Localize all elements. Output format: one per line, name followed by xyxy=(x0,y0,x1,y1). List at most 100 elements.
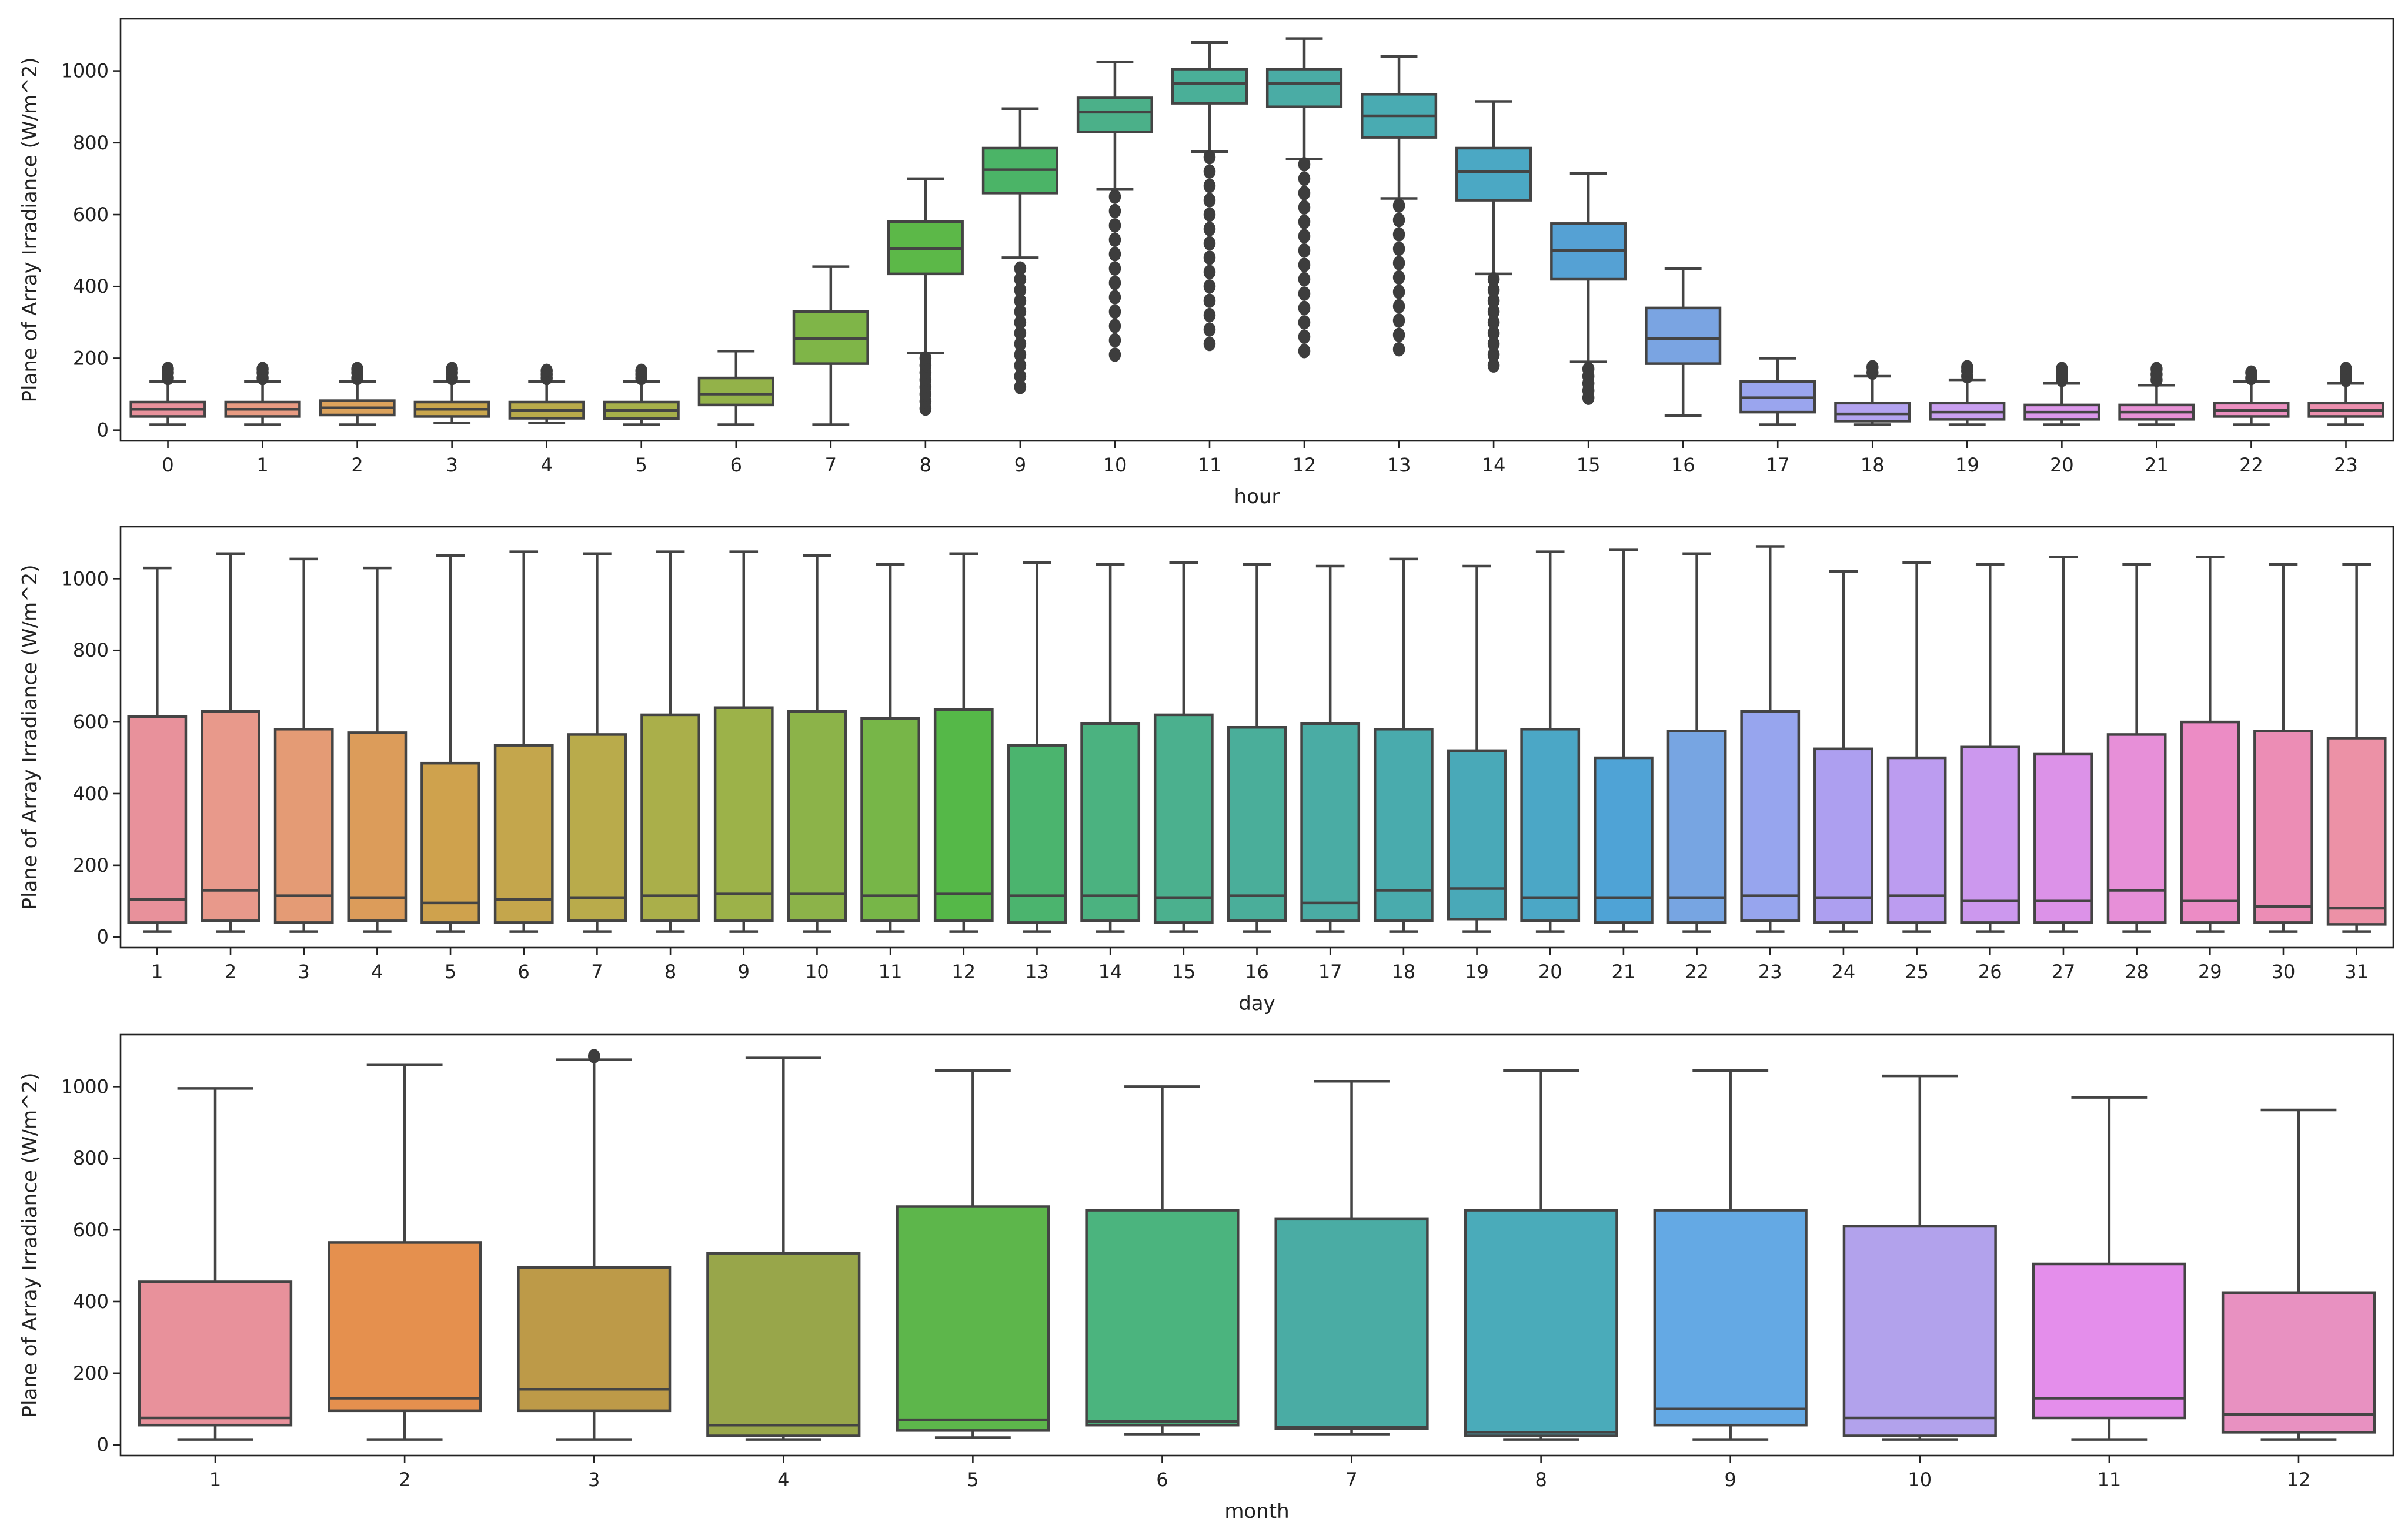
box-day-13 xyxy=(1007,561,1067,933)
box-month-6 xyxy=(1085,1085,1240,1436)
box-day-25 xyxy=(1886,561,1947,933)
x-tick-label: 14 xyxy=(1098,961,1123,983)
outlier-point xyxy=(1392,313,1405,328)
iqr-box xyxy=(1265,68,1343,108)
box-hour-6 xyxy=(697,349,774,426)
iqr-box xyxy=(420,761,480,924)
y-tick-label: 1000 xyxy=(61,1075,109,1098)
outlier-point xyxy=(1108,333,1121,348)
iqr-box xyxy=(933,708,994,922)
x-tick-label: 9 xyxy=(738,961,750,983)
x-tick-label: 29 xyxy=(2198,961,2222,983)
outlier-point xyxy=(2056,362,2068,377)
x-tick-label: 12 xyxy=(1292,454,1317,476)
outlier-point xyxy=(1298,215,1311,229)
x-tick-label: 12 xyxy=(2287,1469,2311,1491)
outlier-point xyxy=(1203,322,1216,337)
outlier-point xyxy=(1392,212,1405,228)
iqr-box xyxy=(1274,1217,1429,1430)
box-day-2 xyxy=(201,552,260,933)
outlier-point xyxy=(351,362,363,377)
outlier-point xyxy=(1866,360,1879,374)
box-month-5 xyxy=(896,1069,1050,1439)
box-hour-23 xyxy=(2307,362,2384,426)
iqr-box xyxy=(273,728,334,924)
y-tick-label: 0 xyxy=(97,1434,109,1456)
box-day-16 xyxy=(1227,563,1287,933)
outlier-point xyxy=(1108,290,1121,305)
box-hour-17 xyxy=(1739,357,1816,426)
x-axis-label: hour xyxy=(1234,485,1280,509)
iqr-box xyxy=(1464,1209,1618,1437)
box-day-27 xyxy=(2033,556,2093,933)
x-axis-label: day xyxy=(1238,992,1275,1015)
x-tick-label: 15 xyxy=(1171,961,1195,983)
x-tick-label: 23 xyxy=(1758,961,1782,983)
iqr-box xyxy=(1085,1209,1240,1427)
y-tick-label: 200 xyxy=(73,854,109,877)
box-hour-2 xyxy=(319,362,396,426)
iqr-box xyxy=(2033,752,2093,924)
box-month-1 xyxy=(138,1087,293,1441)
iqr-box xyxy=(1447,749,1507,921)
outlier-point xyxy=(1582,362,1595,377)
box-day-28 xyxy=(2106,563,2167,933)
x-tick-label: 26 xyxy=(1978,961,2002,983)
outlier-point xyxy=(1108,232,1121,247)
iqr-box xyxy=(567,733,627,922)
outlier-point xyxy=(1298,343,1311,359)
axes-frame xyxy=(119,1033,2394,1457)
iqr-box xyxy=(1645,306,1722,365)
iqr-box xyxy=(127,715,188,924)
x-tick-label: 8 xyxy=(1535,1469,1547,1491)
iqr-box xyxy=(1227,725,1287,922)
box-day-9 xyxy=(713,550,774,933)
box-hour-5 xyxy=(603,363,680,426)
x-tick-label: 28 xyxy=(2125,961,2149,983)
x-tick-label: 1 xyxy=(256,454,268,476)
x-tick-label: 6 xyxy=(730,454,742,476)
y-tick-label: 800 xyxy=(73,132,109,154)
outlier-point xyxy=(540,363,553,379)
iqr-box xyxy=(1886,756,1947,924)
outlier-point xyxy=(1392,285,1405,299)
iqr-box xyxy=(1373,728,1434,922)
x-tick-label: 10 xyxy=(1103,454,1127,476)
outlier-point xyxy=(1108,203,1121,219)
box-day-14 xyxy=(1080,563,1141,933)
x-tick-label: 31 xyxy=(2344,961,2369,983)
x-tick-label: 3 xyxy=(588,1469,600,1491)
axes-frame xyxy=(119,18,2394,442)
box-hour-4 xyxy=(508,363,585,424)
x-tick-label: 4 xyxy=(541,454,553,476)
box-day-4 xyxy=(347,566,408,933)
x-tick-label: 6 xyxy=(518,961,530,983)
outlier-point xyxy=(1298,243,1311,258)
iqr-box xyxy=(138,1280,293,1427)
outlier-point xyxy=(1203,222,1216,236)
x-tick-label: 19 xyxy=(1955,454,1979,476)
outlier-point xyxy=(919,351,932,366)
box-day-7 xyxy=(567,552,627,933)
iqr-box xyxy=(1153,713,1214,924)
x-tick-label: 13 xyxy=(1025,961,1049,983)
x-tick-label: 8 xyxy=(920,454,931,476)
box-day-6 xyxy=(493,550,554,933)
iqr-box xyxy=(1666,730,1727,924)
x-tick-label: 7 xyxy=(591,961,603,983)
iqr-box xyxy=(2106,733,2167,924)
y-tick-label: 400 xyxy=(73,1290,109,1313)
box-day-24 xyxy=(1813,570,1873,933)
x-tick-label: 21 xyxy=(1612,961,1636,983)
x-tick-label: 9 xyxy=(1725,1469,1736,1491)
outlier-point xyxy=(1298,286,1311,301)
iqr-box xyxy=(347,731,408,922)
outlier-point xyxy=(1298,329,1311,344)
iqr-box xyxy=(706,1252,861,1437)
outlier-point xyxy=(1203,207,1216,222)
iqr-box xyxy=(2032,1262,2186,1420)
x-tick-label: 5 xyxy=(445,961,456,983)
y-tick-label: 600 xyxy=(73,1219,109,1241)
y-axis-label: Plane of Array Irradiance (W/m^2) xyxy=(18,58,42,403)
